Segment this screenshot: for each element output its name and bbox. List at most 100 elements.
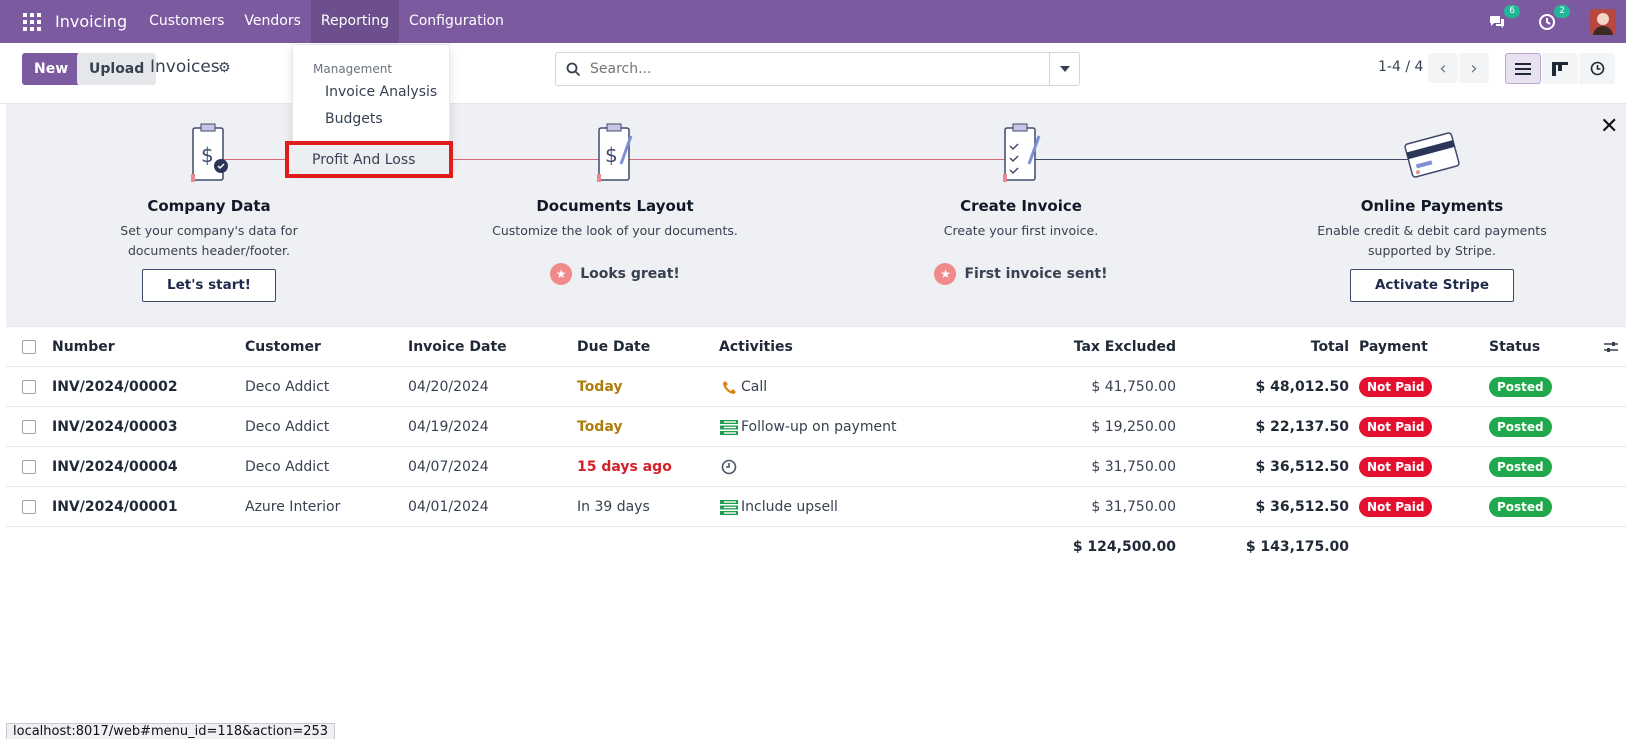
table-totals-row: $ 124,500.00 $ 143,175.00 <box>6 527 1626 567</box>
step-online-payments: Online Payments Enable credit & debit ca… <box>1292 122 1572 302</box>
payment-badge: Not Paid <box>1359 487 1433 527</box>
row-checkbox[interactable] <box>22 380 36 394</box>
activities-button[interactable]: 2 <box>1536 4 1570 33</box>
top-navbar: Invoicing Customers Vendors Reporting Co… <box>0 0 1626 43</box>
activity[interactable] <box>719 447 741 487</box>
due-date: Today <box>577 379 623 395</box>
step-description: Enable credit & debit card payments supp… <box>1317 223 1547 258</box>
list-view-button[interactable] <box>1505 53 1541 84</box>
onboarding-panel: ✕ $ Company Data Set your company's data… <box>6 104 1626 327</box>
pager-value[interactable]: 1-4 / 4 <box>1378 59 1424 75</box>
kanban-view-button[interactable] <box>1542 53 1578 84</box>
column-header-status[interactable]: Status <box>1489 339 1541 355</box>
invoice-number: INV/2024/00001 <box>52 499 178 515</box>
new-button[interactable]: New <box>22 53 81 85</box>
payment-status: Not Paid <box>1359 377 1433 397</box>
status-badge: Posted <box>1489 407 1552 447</box>
due-date: 15 days ago <box>577 459 672 475</box>
invoice-date: 04/07/2024 <box>408 459 489 475</box>
step-title: Company Data <box>147 197 271 215</box>
activity-label: Call <box>741 379 768 395</box>
status-value: Posted <box>1489 377 1552 397</box>
step-title: Documents Layout <box>536 197 694 215</box>
invoice-list: Number Customer Invoice Date Due Date Ac… <box>6 327 1626 567</box>
payment-status: Not Paid <box>1359 497 1433 517</box>
total: $ 22,137.50 <box>1255 419 1349 435</box>
nav-vendors[interactable]: Vendors <box>244 13 301 29</box>
table-row[interactable]: INV/2024/00002 Deco Addict 04/20/2024 To… <box>6 367 1626 407</box>
search-input[interactable] <box>590 61 1049 77</box>
list-icon <box>1515 62 1531 75</box>
step-description: Set your company's data for documents he… <box>120 223 298 258</box>
page-title: Invoices <box>150 57 220 77</box>
search-options-toggle[interactable] <box>1049 53 1079 85</box>
todo-list-icon <box>719 419 739 435</box>
row-checkbox[interactable] <box>22 500 36 514</box>
table-row[interactable]: INV/2024/00004 Deco Addict 04/07/2024 15… <box>6 447 1626 487</box>
apps-menu-icon[interactable] <box>23 12 41 31</box>
lets-start-button[interactable]: Let's start! <box>142 269 276 302</box>
activity[interactable]: Include upsell <box>719 487 838 527</box>
status-badge: Posted <box>1489 487 1552 527</box>
step-done-label: Looks great! <box>580 266 680 282</box>
activity-view-button[interactable] <box>1579 53 1615 84</box>
menu-item-profit-and-loss[interactable]: Profit And Loss <box>285 141 453 178</box>
column-header-payment[interactable]: Payment <box>1359 339 1428 355</box>
row-checkbox[interactable] <box>22 460 36 474</box>
tax-excluded: $ 19,250.00 <box>1091 419 1176 435</box>
activity[interactable]: Call <box>719 367 767 407</box>
clock-icon <box>1590 61 1604 76</box>
row-checkbox[interactable] <box>22 420 36 434</box>
table-row[interactable]: INV/2024/00003 Deco Addict 04/19/2024 To… <box>6 407 1626 447</box>
payment-status: Not Paid <box>1359 457 1433 477</box>
column-header-tax-excluded[interactable]: Tax Excluded <box>1073 339 1176 355</box>
step-company-data: $ Company Data Set your company's data f… <box>69 122 349 302</box>
invoice-date: 04/01/2024 <box>408 499 489 515</box>
menu-item-budgets[interactable]: Budgets <box>325 111 383 127</box>
invoice-date: 04/19/2024 <box>408 419 489 435</box>
chat-icon <box>1490 15 1504 28</box>
customer: Azure Interior <box>245 499 341 515</box>
column-header-invoice-date[interactable]: Invoice Date <box>408 339 507 355</box>
step-completed: ★ First invoice sent! <box>881 263 1161 285</box>
user-avatar[interactable] <box>1590 8 1616 35</box>
nav-configuration[interactable]: Configuration <box>408 13 504 29</box>
pager-next-button[interactable]: › <box>1459 53 1489 83</box>
invoice-number: INV/2024/00002 <box>52 379 178 395</box>
status-badge: Posted <box>1489 367 1552 407</box>
credit-card-icon <box>1402 122 1462 188</box>
upload-button[interactable]: Upload <box>77 53 157 85</box>
gear-icon[interactable]: ⚙ <box>218 60 231 76</box>
todo-list-icon <box>719 499 739 515</box>
select-all-checkbox[interactable] <box>22 340 36 354</box>
column-header-activities[interactable]: Activities <box>719 339 793 355</box>
activate-stripe-button[interactable]: Activate Stripe <box>1349 269 1515 302</box>
column-header-customer[interactable]: Customer <box>245 339 321 355</box>
table-row[interactable]: INV/2024/00001 Azure Interior 04/01/2024… <box>6 487 1626 527</box>
nav-customers[interactable]: Customers <box>149 13 225 29</box>
payment-badge: Not Paid <box>1359 447 1433 487</box>
chevron-left-icon: ‹ <box>1439 57 1447 79</box>
app-brand[interactable]: Invoicing <box>55 12 128 31</box>
progress-line <box>1022 159 1432 160</box>
sum-tax-excluded: $ 124,500.00 <box>1072 539 1176 555</box>
nav-reporting[interactable]: Reporting <box>310 0 399 43</box>
clock-icon <box>1539 13 1555 30</box>
column-settings-icon[interactable] <box>1604 327 1618 367</box>
column-header-due-date[interactable]: Due Date <box>577 339 651 355</box>
messages-button[interactable]: 6 <box>1486 4 1520 33</box>
activity-label: Follow-up on payment <box>741 419 897 435</box>
pager-previous-button[interactable]: ‹ <box>1428 53 1458 83</box>
column-header-total[interactable]: Total <box>1310 339 1349 355</box>
clipboard-checklist-icon <box>991 122 1051 188</box>
close-icon[interactable]: ✕ <box>1600 114 1619 139</box>
kanban-icon <box>1552 61 1568 76</box>
invoice-date: 04/20/2024 <box>408 379 489 395</box>
menu-item-invoice-analysis[interactable]: Invoice Analysis <box>325 84 438 100</box>
payment-badge: Not Paid <box>1359 407 1433 447</box>
activity[interactable]: Follow-up on payment <box>719 407 896 447</box>
column-header-number[interactable]: Number <box>52 339 115 355</box>
due-date: In 39 days <box>577 499 650 515</box>
sum-total: $ 143,175.00 <box>1245 539 1349 555</box>
total: $ 36,512.50 <box>1255 459 1349 475</box>
